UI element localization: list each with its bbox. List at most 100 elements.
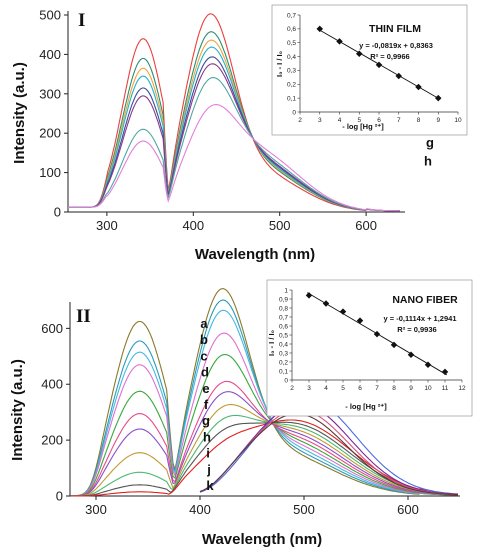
x-axis-label: Wavelength (nm): [195, 246, 315, 263]
inset-y-tick-label: 0,1: [287, 95, 296, 102]
x-axis-label: Wavelength (nm): [202, 531, 322, 548]
series-line-c: [71, 309, 458, 497]
inset-y-tick-label: 0,2: [287, 82, 296, 89]
inset-x-label: - log [Hg ²⁺]: [345, 402, 387, 411]
inset-x-tick-label: 8: [417, 117, 421, 124]
inset-y-tick-label: 0,7: [279, 314, 288, 321]
series-line-h: [71, 403, 458, 497]
x-tick-label: 600: [397, 502, 419, 517]
series-line-d: [71, 332, 458, 497]
inset-frame: [271, 4, 468, 136]
x-tick-label: 400: [189, 502, 211, 517]
curve-label-c: c: [200, 348, 207, 363]
y-tick-label: 200: [39, 126, 61, 141]
panel-nano-fiber: II Intensity (a.u.) Wavelength (nm) 300 4…: [9, 279, 473, 548]
panel-label: I: [78, 10, 85, 31]
inset-y-tick-label: 0,7: [287, 12, 296, 19]
inset-x-tick-label: 10: [454, 117, 462, 124]
inset-y-tick-label: 0,1: [279, 368, 288, 375]
inset-y-tick-label: 0: [292, 109, 296, 116]
inset-data-point: [356, 317, 364, 324]
inset-y-tick-label: 0,3: [287, 68, 296, 75]
inset-equation: y = -0,0819x + 0,8363: [359, 41, 433, 50]
curve-label-b: b: [200, 332, 208, 347]
y-tick-label: 600: [41, 321, 63, 336]
inset-x-tick-label: 7: [375, 385, 379, 392]
series-line-g: [68, 77, 400, 212]
inset-x-tick-label: 2: [290, 385, 294, 392]
inset-plot: 2 3 4 5 6 7 8 9 10 0 0,1 0,2 0,3 0,4 0,5 0,6 0,7: [287, 12, 462, 124]
inset-title: NANO FIBER: [392, 294, 458, 306]
y-tick-label: 0: [56, 489, 63, 504]
y-tick-label: 500: [39, 8, 61, 23]
curve-label-f: f: [204, 397, 209, 412]
plot-axes: 300 400 500 600 0 200 400 600: [41, 302, 460, 517]
inset-data-point: [375, 61, 383, 69]
x-tick-label: 300: [96, 218, 118, 233]
y-tick-label: 200: [41, 433, 63, 448]
inset-y-tick-label: 1: [284, 287, 288, 294]
series-line-h: [68, 104, 400, 212]
x-tick-label: 500: [269, 218, 291, 233]
red-shifted-line-3: [199, 413, 458, 495]
y-tick-label: 0: [54, 205, 61, 220]
x-tick-label: 400: [182, 218, 204, 233]
x-tick-label: 300: [85, 502, 107, 517]
curve-label-a: a: [200, 316, 208, 331]
y-tick-label: 400: [39, 47, 61, 62]
inset-x-tick-label: 2: [298, 117, 302, 124]
inset-x-tick-label: 6: [358, 385, 362, 392]
inset-y-tick-label: 0,5: [279, 332, 288, 339]
calibration-inset: NANO FIBER y = -0,1114x + 1,2941 R² = 0,…: [266, 279, 473, 417]
inset-y-tick-label: 0,5: [287, 40, 296, 47]
inset-frame: [266, 279, 473, 417]
calibration-inset: THIN FILM y = -0,0819x + 0,8363 R² = 0,9…: [271, 4, 468, 136]
inset-y-tick-label: 0,9: [279, 296, 288, 303]
inset-x-tick-label: 8: [392, 385, 396, 392]
inset-data-point: [322, 300, 330, 307]
series-line-g: [70, 391, 458, 497]
inset-data-point: [441, 368, 449, 376]
plot-axes: 300 400 500 600 0 100 200 300 400 500: [39, 8, 405, 233]
y-axis-label: Intensity (a.u.): [11, 62, 28, 164]
inset-x-tick-label: 3: [307, 385, 311, 392]
inset-y-tick-label: 0,6: [287, 26, 296, 33]
panel-label: II: [76, 306, 91, 327]
curve-label-k: k: [206, 478, 214, 493]
inset-data-point: [424, 361, 432, 368]
inset-y-tick-label: 0,4: [287, 54, 296, 61]
inset-y-tick-label: 0,8: [279, 305, 288, 312]
inset-x-label: - log [Hg ²⁺]: [342, 122, 384, 131]
inset-x-tick-label: 12: [458, 385, 466, 392]
inset-x-tick-label: 3: [318, 117, 322, 124]
series-line-e: [71, 353, 458, 497]
inset-title: THIN FILM: [369, 23, 421, 35]
inset-x-tick-label: 4: [324, 385, 328, 392]
panel-thin-film: I Intensity (a.u.) Wavelength (nm) 300 40…: [11, 4, 468, 263]
inset-data-point: [305, 292, 313, 299]
spectra-curves: [68, 13, 400, 212]
curve-label-g: g: [202, 413, 210, 428]
y-tick-label: 100: [39, 165, 61, 180]
inset-plot: 2 3 4 5 6 7 8 9 10 11 12 0 0,1 0,2 0,3 0,4 0,5 0,6 0,7 0,8 0…: [279, 287, 466, 392]
inset-equation: y = -0,1114x + 1,2941: [384, 314, 457, 323]
curve-label-h: h: [203, 429, 211, 444]
series-line-k: [71, 419, 458, 497]
x-tick-label: 600: [355, 218, 377, 233]
inset-y-tick-label: 0,6: [279, 323, 288, 330]
curve-label-e: e: [202, 381, 209, 396]
curve-label-i: i: [206, 446, 210, 461]
x-tick-label: 500: [293, 502, 315, 517]
inset-data-point: [339, 308, 347, 315]
inset-x-tick-label: 6: [377, 117, 381, 124]
inset-data-point: [390, 341, 398, 349]
curve-label-j: j: [206, 462, 211, 477]
spectra-curves: [70, 288, 458, 497]
inset-y-tick-label: 0,4: [279, 341, 288, 348]
inset-y-label: I₀ - I / I₀: [267, 330, 276, 356]
y-tick-label: 300: [39, 86, 61, 101]
inset-x-tick-label: 5: [357, 117, 361, 124]
inset-data-point: [407, 351, 415, 359]
inset-y-tick-label: 0,3: [279, 350, 288, 357]
